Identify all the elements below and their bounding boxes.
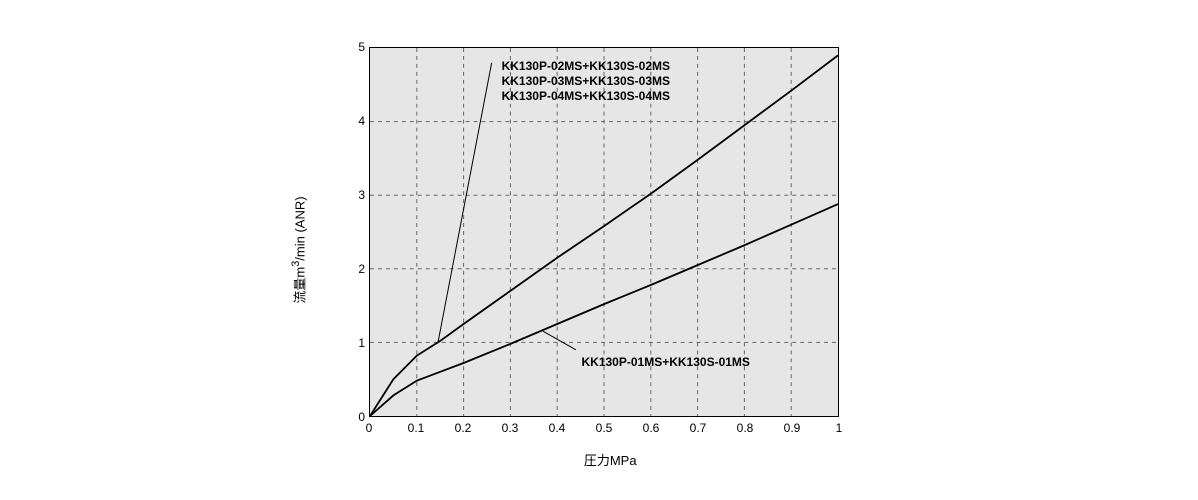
x-tick: 1 [836,421,843,435]
y-tick: 5 [351,40,365,54]
x-tick: 0 [366,421,373,435]
x-tick: 0.6 [643,421,660,435]
x-tick: 0.5 [596,421,613,435]
x-tick: 0.2 [455,421,472,435]
x-axis-label: 圧力MPa [584,450,637,469]
x-tick: 0.9 [784,421,801,435]
y-tick: 0 [351,410,365,424]
x-tick: 0.1 [408,421,425,435]
y-tick: 4 [351,114,365,128]
x-tick: 0.7 [690,421,707,435]
x-tick: 0.4 [549,421,566,435]
x-tick: 0.8 [737,421,754,435]
annotation-lower-label: KK130P-01MS+KK130S-01MS [582,355,750,370]
annotation-upper-group: KK130P-02MS+KK130S-02MSKK130P-03MS+KK130… [502,59,670,104]
y-tick: 3 [351,188,365,202]
y-tick: 2 [351,262,365,276]
flow-chart: 流量m3/min (ANR) KK130P-02MS+KK130S-02MSKK… [319,35,879,465]
plot-area: KK130P-02MS+KK130S-02MSKK130P-03MS+KK130… [369,47,839,417]
y-tick: 1 [351,336,365,350]
y-axis-label: 流量m3/min (ANR) [290,196,309,303]
x-tick: 0.3 [502,421,519,435]
